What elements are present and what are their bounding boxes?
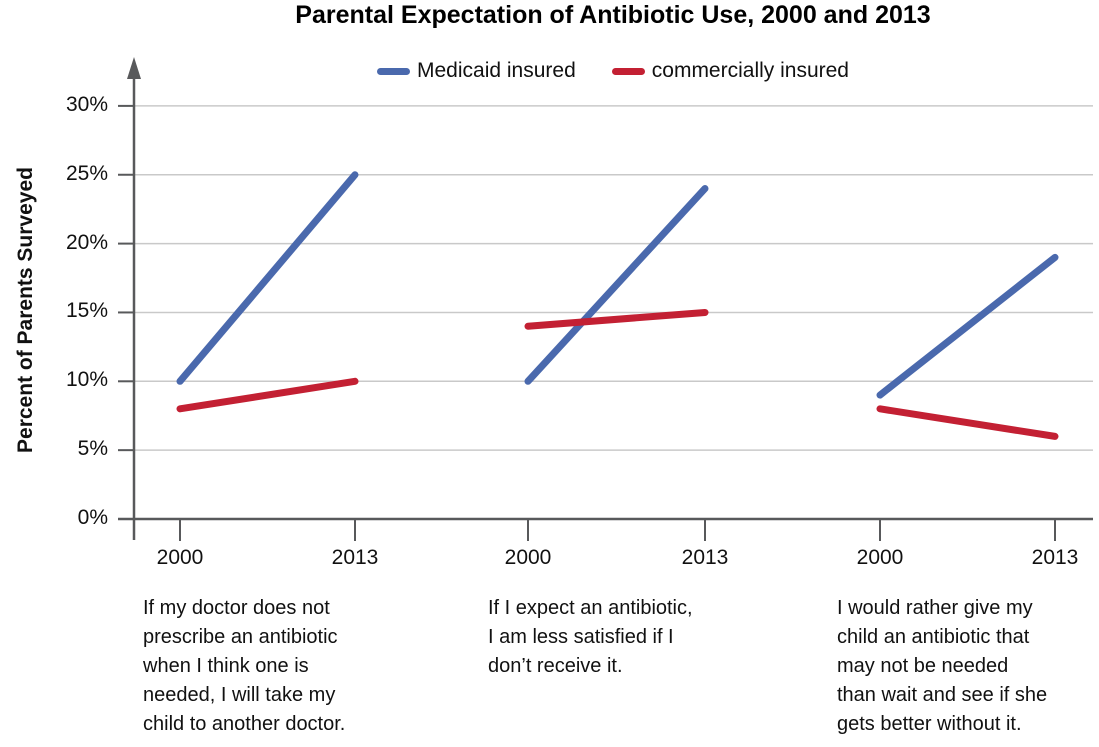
y-tick-label-15pct: 15% (65, 299, 108, 323)
y-tick-label-5pct: 5% (77, 437, 108, 461)
legend-label-commercial: commercially insured (651, 59, 849, 82)
medicaid-line-swatch-icon (377, 67, 410, 75)
legend-label-medicaid: Medicaid insured (417, 59, 576, 82)
x-tick-label-panel3-2000: 2000 (856, 546, 904, 569)
series-line-panel3-commercial (876, 405, 1059, 440)
x-tick-label-panel2-2013: 2013 (681, 546, 729, 569)
series-line-panel1-medicaid (176, 171, 359, 385)
panel-caption-2: If I expect an antibiotic, I am less sat… (488, 597, 693, 677)
panel-caption-3: I would rather give my child an antibiot… (837, 597, 1048, 735)
series-line-panel2-medicaid (524, 185, 709, 385)
series-line-panel3-medicaid (876, 253, 1059, 399)
y-tick-label-25pct: 25% (65, 161, 108, 185)
legend: Medicaid insured commercially insured (377, 59, 849, 83)
panel-caption-1: If my doctor does not prescribe an antib… (143, 597, 346, 735)
series-line-panel2-commercial (524, 308, 709, 330)
x-tick-label-panel2-2000: 2000 (504, 546, 552, 569)
x-tick-label-panel1-2013: 2013 (331, 546, 379, 569)
commercial-line-swatch-icon (611, 67, 645, 75)
legend-item-medicaid: Medicaid insured (377, 59, 576, 83)
x-tick-label-panel1-2000: 2000 (156, 546, 204, 569)
chart-title: Parental Expectation of Antibiotic Use, … (295, 1, 931, 29)
y-tick-label-0pct: 0% (77, 506, 108, 529)
y-axis-arrow-icon (127, 57, 141, 79)
y-tick-label-10pct: 10% (65, 368, 108, 392)
series-line-panel1-commercial (176, 377, 359, 413)
y-tick-label-30pct: 30% (65, 92, 108, 116)
legend-item-commercial: commercially insured (611, 59, 849, 83)
y-tick-label-20pct: 20% (65, 230, 108, 254)
x-tick-label-panel3-2013: 2013 (1031, 546, 1079, 569)
